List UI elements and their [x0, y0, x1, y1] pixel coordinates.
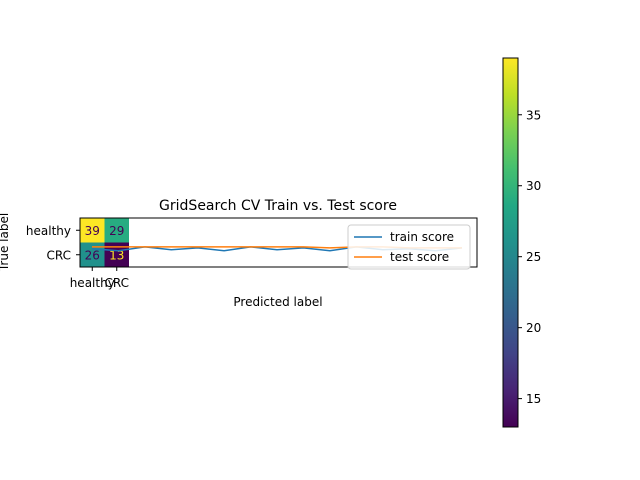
cell-value-label: 39 — [85, 224, 100, 238]
y-tick-label: CRC — [47, 248, 72, 262]
cell-value-label: 26 — [85, 248, 100, 262]
colorbar: 15 20 25 30 35 — [502, 57, 541, 428]
legend-train-label: train score — [390, 230, 454, 244]
cell-value-label: 13 — [109, 248, 124, 262]
colorbar-tick-label: 25 — [526, 250, 541, 264]
colorbar-tick-label: 15 — [526, 392, 541, 406]
matrix-cells: 39 29 26 13 — [80, 218, 129, 267]
colorbar-gradient — [502, 57, 519, 428]
matrix-cell — [80, 218, 105, 243]
legend-box — [347, 224, 471, 270]
x-tick-label: healthy — [70, 276, 115, 290]
y-ticks: healthy CRC — [26, 224, 80, 262]
cell-value-label: 29 — [109, 224, 124, 238]
colorbar-tick-label: 35 — [526, 108, 541, 122]
legend: train score test score — [347, 224, 471, 270]
legend-test-label: test score — [390, 250, 449, 264]
colorbar-tick-label: 20 — [526, 321, 541, 335]
y-axis-label: True label — [0, 213, 11, 272]
colorbar-ticks: 15 20 25 30 35 — [518, 108, 541, 406]
colorbar-tick-label: 30 — [526, 179, 541, 193]
matrix-cell — [104, 218, 129, 243]
x-tick-label: CRC — [105, 276, 130, 290]
y-tick-label: healthy — [26, 224, 71, 238]
axes-frame — [79, 217, 478, 268]
x-axis-label: Predicted label — [233, 295, 322, 309]
chart-title: GridSearch CV Train vs. Test score — [159, 198, 397, 214]
